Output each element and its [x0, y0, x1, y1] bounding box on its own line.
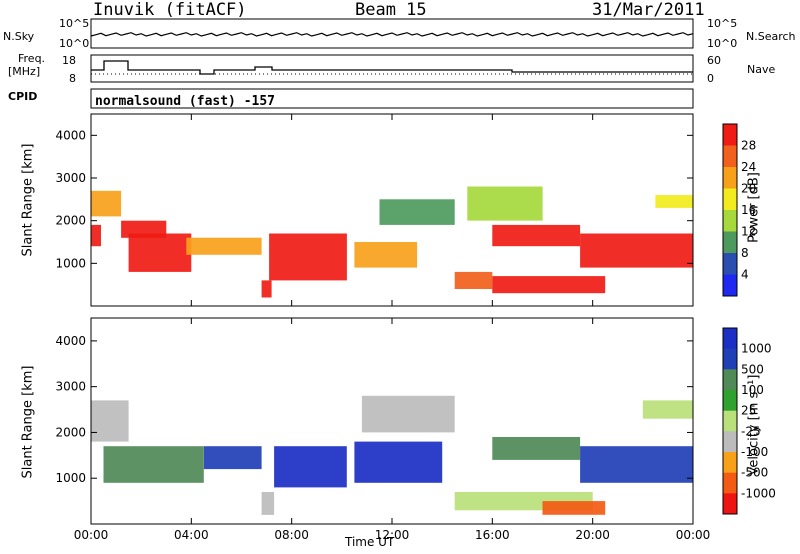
nave-tick-high: 60 [707, 54, 721, 67]
colorbar-segment-velocity [723, 431, 737, 453]
beam-title: Beam 15 [355, 0, 427, 20]
data-region-velocity [103, 446, 204, 483]
colorbar-segment-velocity [723, 472, 737, 494]
colorbar-tick-power: 12 [741, 225, 756, 239]
nsky-tick-low: 10^0 [59, 37, 90, 50]
data-region-velocity [203, 446, 262, 470]
colorbar-tick-power: 8 [741, 246, 749, 260]
colorbar-segment-power [723, 124, 737, 146]
colorbar-segment-velocity [723, 328, 737, 350]
colorbar-segment-velocity [723, 390, 737, 412]
colorbar-segment-power [723, 210, 737, 232]
xtick-label: 12:00 [375, 528, 410, 542]
data-region-power [580, 233, 693, 268]
data-region-power [655, 195, 693, 208]
data-region-velocity [642, 400, 693, 419]
colorbar-tick-power: 16 [741, 203, 756, 217]
data-region-power [269, 233, 347, 281]
data-region-power [128, 233, 192, 272]
colorbar-segment-power [723, 188, 737, 211]
cpid-label: CPID [8, 90, 38, 103]
colorbar-tick-power: 28 [741, 139, 756, 153]
ytick-label-velocity: 2000 [55, 425, 86, 439]
data-region-power [186, 237, 262, 255]
freq-tick-high: 18 [62, 54, 76, 67]
colorbar-tick-velocity: 100 [741, 383, 764, 397]
freq-trace [91, 60, 693, 75]
ytick-label-power: 3000 [55, 171, 86, 185]
colorbar-tick-velocity: 500 [741, 362, 764, 376]
colorbar-segment-velocity [723, 369, 737, 391]
nsky-trace [90, 32, 694, 37]
data-region-power [91, 190, 122, 217]
colorbar-tick-velocity: 25 [741, 404, 756, 418]
xtick-label: 16:00 [475, 528, 510, 542]
freq-label: Freq. [18, 52, 46, 65]
freq-panel [90, 54, 694, 83]
colorbar-tick-power: 20 [741, 182, 756, 196]
nsky-label: N.Sky [3, 30, 35, 43]
data-region-velocity [261, 492, 275, 515]
date-title: 31/Mar/2011 [592, 0, 705, 20]
nsearch-tick-high: 10^5 [707, 17, 738, 30]
colorbar-segment-power [723, 274, 737, 297]
colorbar-tick-velocity: -500 [741, 466, 768, 480]
colorbar-segment-power [723, 145, 737, 168]
colorbar-tick-power: 4 [741, 268, 749, 282]
colorbar-segment-power [723, 253, 737, 275]
colorbar-tick-velocity: -100 [741, 445, 768, 459]
data-region-power [354, 242, 418, 268]
colorbar-tick-velocity: -1000 [741, 486, 776, 500]
colorbar-segment-velocity [723, 348, 737, 370]
colorbar-tick-velocity: 1000 [741, 342, 772, 356]
data-region-power [454, 271, 493, 289]
data-region-power [379, 199, 455, 225]
colorbar-tick-power: 24 [741, 160, 756, 174]
colorbar-frame-power [722, 123, 738, 297]
nsearch-label: N.Search [746, 30, 796, 43]
cpid-text: normalsound (fast) -157 [95, 94, 276, 109]
data-region-power [91, 224, 101, 247]
data-region-power [261, 280, 272, 298]
colorbar-segment-power [723, 167, 737, 189]
xtick-label: 04:00 [174, 528, 209, 542]
data-region-power [492, 276, 606, 294]
ytick-label-velocity: 1000 [55, 471, 86, 485]
colorbar-tick-velocity: -25 [741, 424, 761, 438]
data-region-velocity [274, 446, 347, 488]
xlabel: Time UT [345, 535, 395, 549]
ytick-label-velocity: 4000 [55, 334, 86, 348]
station-title: Inuvik (fitACF) [93, 0, 247, 20]
nsearch-tick-low: 10^0 [707, 37, 738, 50]
colorbar-segment-power [723, 231, 737, 254]
data-region-velocity [354, 441, 443, 483]
data-region-velocity [542, 501, 606, 515]
nave-label: Nave [747, 63, 776, 76]
freq-tick-low: 8 [69, 72, 76, 85]
xtick-label: 20:00 [575, 528, 610, 542]
ytick-label-power: 4000 [55, 128, 86, 142]
colorbar-segment-velocity [723, 410, 737, 432]
freq-unit: [MHz] [8, 65, 41, 78]
ytick-label-power: 1000 [55, 256, 86, 270]
data-region-velocity [580, 446, 693, 483]
xtick-label: 08:00 [274, 528, 309, 542]
ytick-label-velocity: 3000 [55, 380, 86, 394]
colorbar-segment-velocity [723, 452, 737, 474]
data-region-velocity [91, 400, 129, 442]
ytick-label-power: 2000 [55, 214, 86, 228]
data-region-velocity [492, 437, 581, 460]
xtick-label: 00:00 [676, 528, 711, 542]
cpid-panel [90, 88, 694, 109]
data-region-velocity [361, 395, 455, 433]
colorbar-segment-velocity [723, 493, 737, 515]
data-region-power [492, 224, 581, 247]
xtick-label: 00:00 [74, 528, 109, 542]
nsky-tick-high: 10^5 [59, 17, 90, 30]
data-region-power [467, 186, 543, 221]
colorbar-frame-velocity [722, 327, 738, 515]
nave-tick-low: 0 [707, 72, 714, 85]
